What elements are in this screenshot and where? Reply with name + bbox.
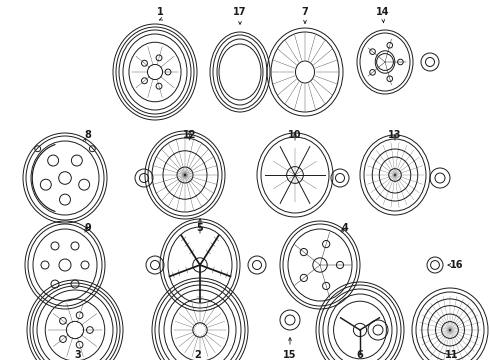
Text: 16: 16	[450, 260, 464, 270]
Text: 8: 8	[85, 130, 92, 140]
Text: 6: 6	[357, 350, 364, 360]
Text: 9: 9	[85, 223, 91, 233]
Text: 7: 7	[302, 7, 308, 17]
Text: 2: 2	[195, 350, 201, 360]
Text: 1: 1	[157, 7, 163, 17]
Text: 12: 12	[183, 130, 197, 140]
Text: 14: 14	[376, 7, 390, 17]
Text: 15: 15	[283, 350, 297, 360]
Text: 13: 13	[388, 130, 402, 140]
Text: 4: 4	[342, 223, 348, 233]
Text: 3: 3	[74, 350, 81, 360]
Text: 11: 11	[445, 350, 459, 360]
Text: 10: 10	[288, 130, 302, 140]
Text: 5: 5	[196, 223, 203, 233]
Text: 17: 17	[233, 7, 247, 17]
